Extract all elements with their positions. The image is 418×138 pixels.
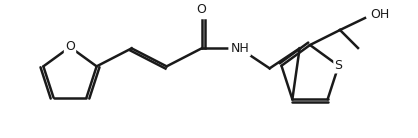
Text: O: O (197, 3, 206, 16)
Text: OH: OH (370, 9, 389, 22)
Text: NH: NH (230, 42, 249, 55)
Text: S: S (334, 59, 342, 72)
Text: O: O (65, 40, 75, 54)
